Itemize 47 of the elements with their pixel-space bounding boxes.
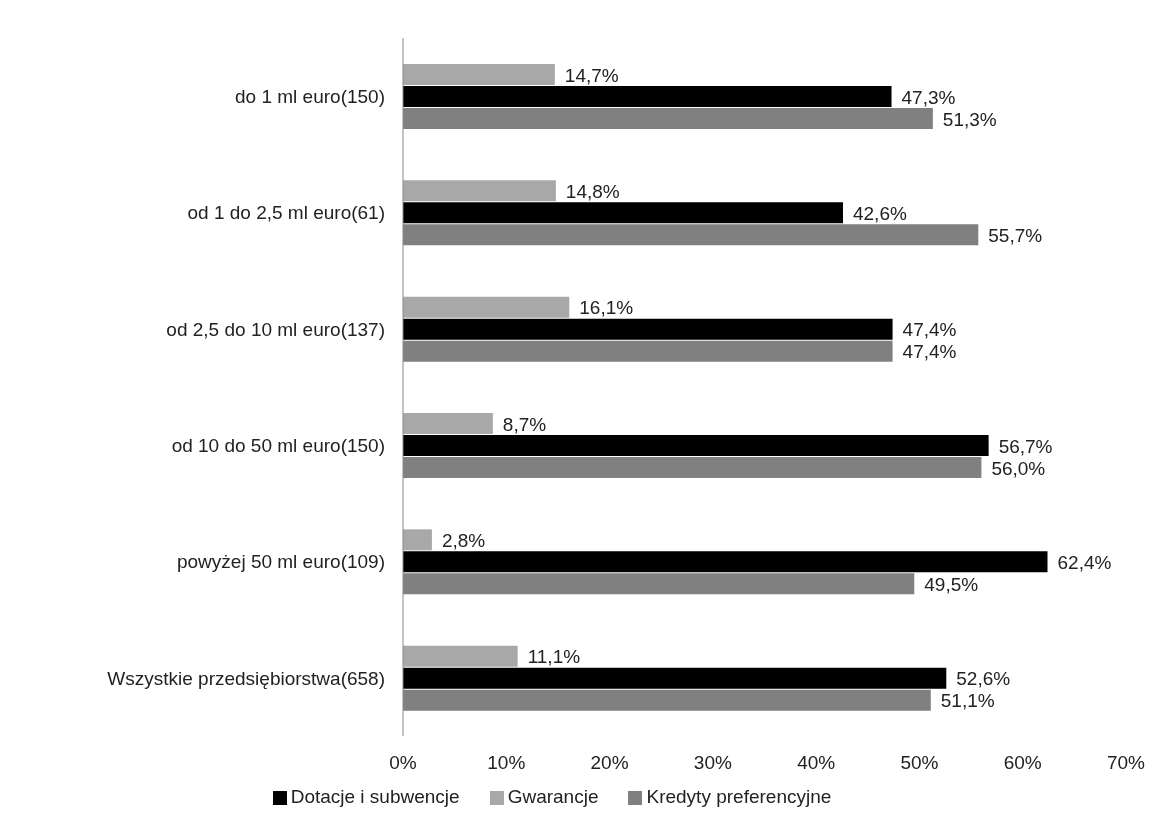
data-label: 14,7% <box>564 64 619 86</box>
data-label: 62,4% <box>1057 551 1112 573</box>
bar <box>403 667 947 689</box>
bar <box>403 435 989 456</box>
y-tick-label: Wszystkie przedsiębiorstwa(658) <box>107 667 385 689</box>
data-label: 16,1% <box>579 297 634 319</box>
bar <box>403 296 570 318</box>
data-label: 56,0% <box>991 457 1046 479</box>
bar <box>403 551 1048 573</box>
bar <box>403 86 892 107</box>
x-tick-label: 60% <box>1003 752 1042 774</box>
data-label: 51,3% <box>942 108 997 130</box>
bar <box>403 318 893 340</box>
y-tick-label: od 2,5 do 10 ml euro(137) <box>166 318 385 340</box>
bar <box>403 180 556 202</box>
data-label: 2,8% <box>441 529 486 551</box>
y-tick-label: od 1 do 2,5 ml euro(61) <box>187 202 385 224</box>
x-tick-label: 50% <box>900 752 939 774</box>
data-label: 42,6% <box>853 202 907 224</box>
data-label: 55,7% <box>988 224 1043 246</box>
data-label: 56,7% <box>998 435 1053 457</box>
bar <box>403 64 555 85</box>
data-label: 47,4% <box>902 319 957 341</box>
legend-label: Dotacje i subwencje <box>290 786 460 807</box>
x-tick-label: 30% <box>693 752 732 774</box>
y-tick-label: powyżej 50 ml euro(109) <box>176 551 385 573</box>
data-label: 49,5% <box>924 573 979 595</box>
x-tick-label: 40% <box>797 752 836 774</box>
data-label: 47,4% <box>902 341 957 363</box>
data-label: 8,7% <box>502 413 547 435</box>
legend-label: Kredyty preferencyjne <box>646 786 832 807</box>
data-label: 14,8% <box>565 180 620 202</box>
bar <box>403 202 843 224</box>
legend-label: Gwarancje <box>507 786 599 807</box>
x-tick-label: 70% <box>1106 752 1146 774</box>
x-tick-label: 0% <box>389 752 417 774</box>
y-tick-label: od 10 do 50 ml euro(150) <box>171 434 385 456</box>
data-label: 47,3% <box>901 86 956 108</box>
x-tick-label: 20% <box>590 752 629 774</box>
bar <box>403 645 518 667</box>
bar <box>403 413 493 434</box>
data-label: 51,1% <box>940 690 995 712</box>
x-tick-label: 10% <box>487 752 526 774</box>
data-label: 52,6% <box>956 668 1011 690</box>
y-tick-label: do 1 ml euro(150) <box>235 85 385 107</box>
data-label: 11,1% <box>527 646 581 668</box>
bar <box>403 529 432 551</box>
